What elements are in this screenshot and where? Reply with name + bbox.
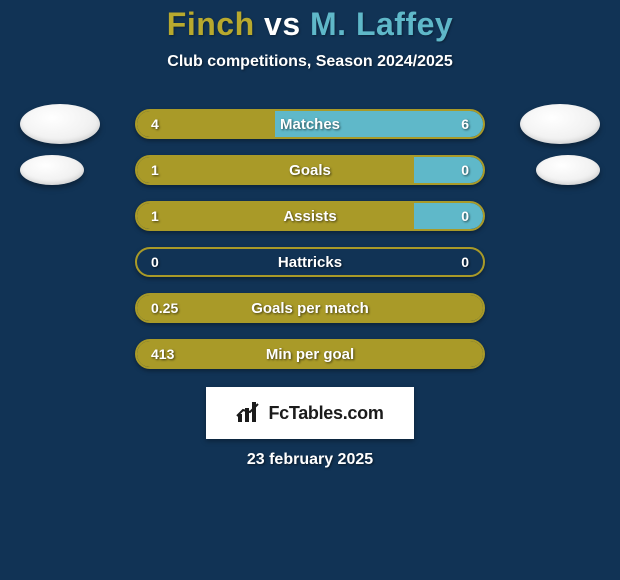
stat-bar: Goals per match0.25 bbox=[135, 293, 485, 323]
stat-left-value: 0 bbox=[151, 249, 159, 275]
stat-bar-left-fill bbox=[137, 157, 414, 183]
comparison-card: Finch vs M. Laffey Club competitions, Se… bbox=[0, 0, 620, 580]
stat-bar-left-fill bbox=[137, 295, 483, 321]
subtitle: Club competitions, Season 2024/2025 bbox=[0, 53, 620, 71]
stat-row: Assists10 bbox=[0, 193, 620, 239]
source-logo[interactable]: FcTables.com bbox=[206, 387, 414, 439]
logo-text: FcTables.com bbox=[268, 403, 383, 424]
stat-bar-right-fill bbox=[414, 203, 483, 229]
stat-label: Hattricks bbox=[137, 249, 483, 275]
stat-row: Hattricks0 0 bbox=[0, 239, 620, 285]
stat-bar-left-fill bbox=[137, 341, 483, 367]
stat-bar-right-fill bbox=[414, 157, 483, 183]
stat-row: Matches46 bbox=[0, 101, 620, 147]
stat-row: Goals per match0.25 bbox=[0, 285, 620, 331]
stat-right-value: 0 bbox=[461, 249, 469, 275]
stat-bar: Hattricks0 0 bbox=[135, 247, 485, 277]
stat-bar: Min per goal413 bbox=[135, 339, 485, 369]
stat-bar-left-fill bbox=[137, 111, 275, 137]
stat-rows: Matches46 Goals10 Assists10 Hattricks0 0 Goal… bbox=[0, 101, 620, 377]
date: 23 february 2025 bbox=[0, 451, 620, 469]
player-right-photo bbox=[536, 155, 600, 185]
player-left-photo bbox=[20, 104, 100, 144]
bars-icon bbox=[236, 402, 262, 424]
stat-row: Min per goal413 bbox=[0, 331, 620, 377]
player-right-photo bbox=[520, 104, 600, 144]
player-right-name: M. Laffey bbox=[310, 6, 453, 42]
stat-bar-right-fill bbox=[275, 111, 483, 137]
title-vs: vs bbox=[264, 6, 301, 42]
stat-row: Goals10 bbox=[0, 147, 620, 193]
page-title: Finch vs M. Laffey bbox=[0, 6, 620, 43]
player-left-name: Finch bbox=[167, 6, 255, 42]
player-left-photo bbox=[20, 155, 84, 185]
stat-bar: Goals10 bbox=[135, 155, 485, 185]
stat-bar-left-fill bbox=[137, 203, 414, 229]
stat-bar: Matches46 bbox=[135, 109, 485, 139]
stat-bar: Assists10 bbox=[135, 201, 485, 231]
